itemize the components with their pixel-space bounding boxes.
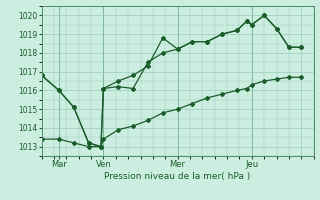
X-axis label: Pression niveau de la mer( hPa ): Pression niveau de la mer( hPa ) xyxy=(104,172,251,181)
